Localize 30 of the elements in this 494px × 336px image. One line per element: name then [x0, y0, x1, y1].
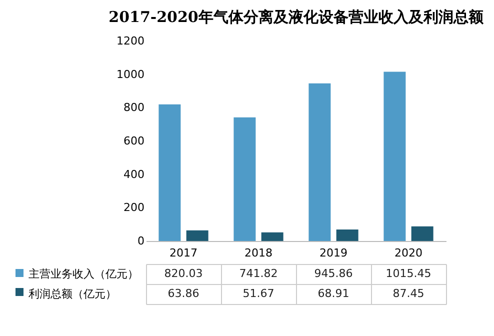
y-tick-label: 1200	[116, 34, 144, 48]
y-tick-label: 1000	[116, 68, 144, 81]
y-tick-label: 400	[124, 168, 144, 181]
x-tick-label: 2019	[320, 246, 348, 260]
data-label: 820.03	[164, 267, 203, 280]
y-tick-label: 800	[124, 101, 144, 114]
chart-title: 2017-2020年气体分离及液化设备营业收入及利润总额	[108, 8, 484, 26]
y-tick-label: 0	[138, 234, 144, 248]
data-label: 1015.45	[386, 267, 432, 280]
bar	[261, 232, 284, 241]
y-tick-label: 600	[124, 134, 144, 148]
bar	[186, 230, 208, 241]
data-label: 63.86	[168, 287, 200, 300]
data-label: 87.45	[392, 287, 424, 300]
bar	[308, 83, 331, 241]
x-tick-label: 2020	[394, 246, 422, 260]
data-label: 741.82	[239, 267, 278, 280]
x-tick-label: 2017	[170, 246, 198, 260]
bar	[158, 104, 181, 241]
bar	[411, 226, 434, 241]
legend-label: 主营业务收入（亿元）	[28, 268, 138, 280]
bar	[336, 230, 358, 241]
data-label: 51.67	[242, 287, 274, 300]
data-label: 68.91	[318, 287, 350, 300]
data-label: 945.86	[314, 267, 353, 280]
bar	[384, 72, 406, 241]
bar	[234, 117, 256, 241]
y-tick-label: 200	[124, 201, 144, 214]
x-tick-label: 2018	[244, 246, 272, 260]
legend-label: 利润总额（亿元）	[28, 288, 116, 300]
